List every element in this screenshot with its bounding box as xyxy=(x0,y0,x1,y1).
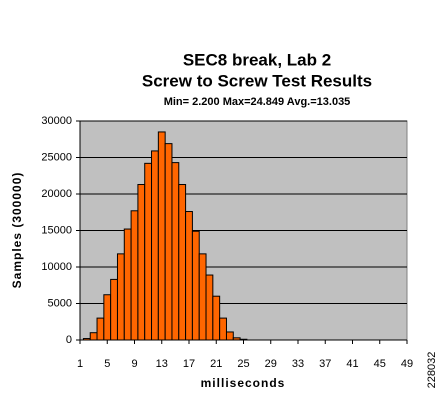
x-tick-label: 5 xyxy=(104,358,110,370)
bar xyxy=(89,332,98,341)
y-tick-label: 15000 xyxy=(41,224,72,236)
chart-title: SEC8 break, Lab 2 xyxy=(183,50,331,69)
bar xyxy=(219,317,227,341)
chart-title: Screw to Screw Test Results xyxy=(142,71,372,90)
x-tick-label: 25 xyxy=(237,358,249,370)
y-tick-label: 25000 xyxy=(41,151,72,163)
bar xyxy=(110,278,118,341)
y-tick-label: 5000 xyxy=(48,297,72,309)
bar xyxy=(212,295,221,341)
chart-subtitle: Min= 2.200 Max=24.849 Avg.=13.035 xyxy=(164,96,351,108)
x-tick-label: 33 xyxy=(292,358,304,370)
bar xyxy=(96,317,105,341)
bar xyxy=(123,228,132,341)
x-axis-label: milliseconds xyxy=(201,376,286,390)
x-tick-label: 37 xyxy=(319,358,331,370)
y-tick-label: 20000 xyxy=(41,188,72,200)
x-tick-label: 13 xyxy=(156,358,168,370)
bar xyxy=(225,331,234,341)
bar xyxy=(164,143,173,341)
x-tick-label: 29 xyxy=(265,358,277,370)
bar xyxy=(205,274,214,341)
figure-id: 228032 xyxy=(426,352,438,389)
y-axis-label: Samples (300000) xyxy=(10,172,24,289)
bar xyxy=(151,150,159,341)
x-tick-label: 45 xyxy=(374,358,386,370)
bar xyxy=(103,294,112,341)
bar xyxy=(157,131,166,341)
bar xyxy=(137,184,146,341)
x-tick-label: 9 xyxy=(131,358,137,370)
y-tick-label: 10000 xyxy=(41,261,72,273)
x-tick-label: 41 xyxy=(346,358,358,370)
bar xyxy=(191,230,200,341)
y-tick-label: 30000 xyxy=(41,115,72,127)
bar xyxy=(178,184,187,341)
x-tick-label: 17 xyxy=(183,358,195,370)
x-tick-label: 21 xyxy=(210,358,222,370)
bar xyxy=(130,210,139,341)
bar xyxy=(198,253,207,341)
bar xyxy=(144,162,153,341)
bar xyxy=(185,211,193,341)
bar xyxy=(116,253,125,341)
y-tick-label: 0 xyxy=(66,334,72,346)
x-tick-label: 49 xyxy=(401,358,413,370)
bar xyxy=(171,162,180,341)
x-tick-label: 1 xyxy=(77,358,83,370)
